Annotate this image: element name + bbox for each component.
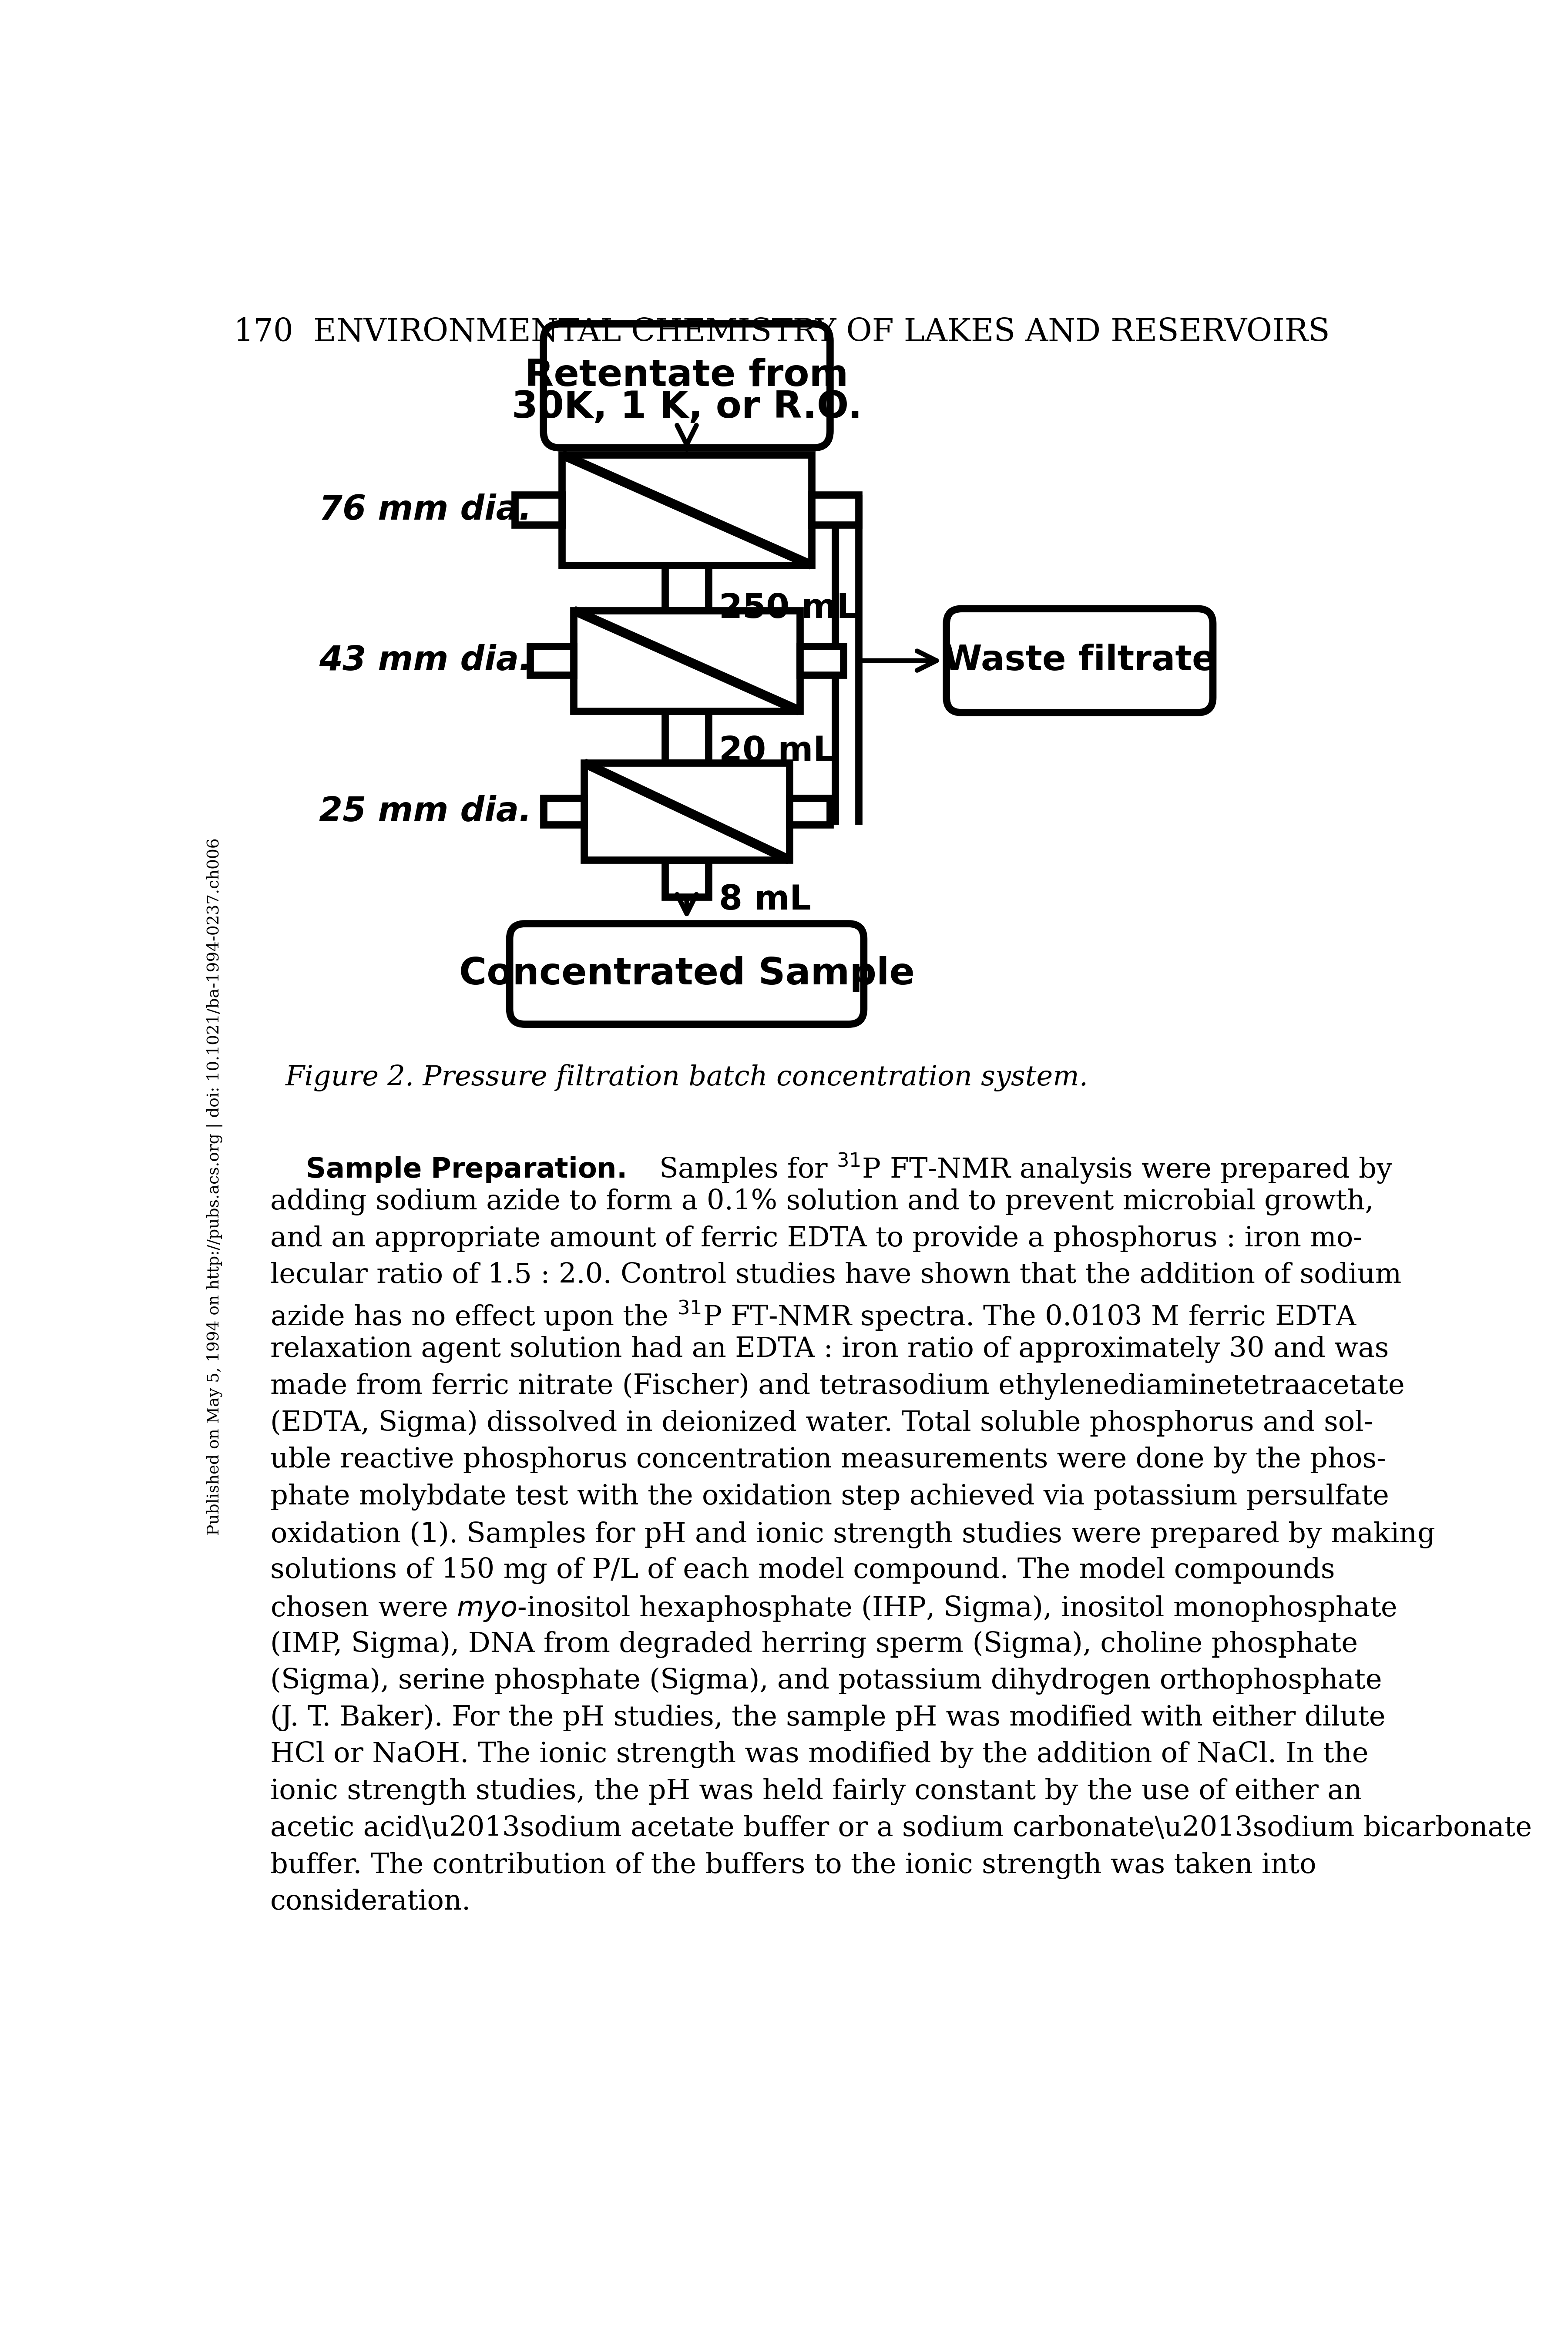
Text: consideration.: consideration. (270, 1889, 470, 1915)
Text: Figure 2. Pressure filtration batch concentration system.: Figure 2. Pressure filtration batch conc… (285, 1065, 1088, 1090)
Text: Waste filtrate: Waste filtrate (944, 644, 1215, 677)
FancyBboxPatch shape (510, 924, 864, 1025)
Text: 20 mL: 20 mL (718, 736, 834, 768)
Text: (EDTA, Sigma) dissolved in deionized water. Total soluble phosphorus and sol-: (EDTA, Sigma) dissolved in deionized wat… (270, 1410, 1374, 1436)
Text: oxidation ($\it{1}$). Samples for pH and ionic strength studies were prepared by: oxidation ($\it{1}$). Samples for pH and… (270, 1520, 1435, 1549)
Text: (Sigma), serine phosphate (Sigma), and potassium dihydrogen orthophosphate: (Sigma), serine phosphate (Sigma), and p… (270, 1668, 1381, 1694)
Text: ENVIRONMENTAL CHEMISTRY OF LAKES AND RESERVOIRS: ENVIRONMENTAL CHEMISTRY OF LAKES AND RES… (314, 317, 1330, 348)
Text: ionic strength studies, the pH was held fairly constant by the use of either an: ionic strength studies, the pH was held … (270, 1779, 1361, 1805)
Text: 30K, 1 K, or R.O.: 30K, 1 K, or R.O. (511, 390, 862, 425)
Bar (665, 860, 709, 898)
Text: 76 mm dia.: 76 mm dia. (318, 494, 532, 526)
Text: 170: 170 (234, 317, 293, 348)
FancyBboxPatch shape (544, 324, 829, 449)
Text: made from ferric nitrate (Fischer) and tetrasodium ethylenediaminetetraacetate: made from ferric nitrate (Fischer) and t… (270, 1372, 1405, 1401)
Bar (800, 646, 844, 674)
Bar (665, 712, 709, 764)
Bar (583, 764, 790, 860)
Text: acetic acid\u2013sodium acetate buffer or a sodium carbonate\u2013sodium bicarbo: acetic acid\u2013sodium acetate buffer o… (270, 1814, 1532, 1842)
Text: HCl or NaOH. The ionic strength was modified by the addition of NaCl. In the: HCl or NaOH. The ionic strength was modi… (270, 1741, 1369, 1767)
Text: lecular ratio of 1.5 : 2.0. Control studies have shown that the addition of sodi: lecular ratio of 1.5 : 2.0. Control stud… (270, 1262, 1402, 1288)
Text: (IMP, Sigma), DNA from degraded herring sperm (Sigma), choline phosphate: (IMP, Sigma), DNA from degraded herring … (270, 1631, 1358, 1659)
Bar (544, 799, 583, 825)
Text: 43 mm dia.: 43 mm dia. (318, 644, 532, 677)
Text: Concentrated Sample: Concentrated Sample (459, 956, 914, 992)
Text: and an appropriate amount of ferric EDTA to provide a phosphorus : iron mo-: and an appropriate amount of ferric EDTA… (270, 1224, 1363, 1253)
Text: Published on May 5, 1994 on http://pubs.acs.org | doi: 10.1021/ba-1994-0237.ch00: Published on May 5, 1994 on http://pubs.… (207, 839, 223, 1535)
Text: buffer. The contribution of the buffers to the ionic strength was taken into: buffer. The contribution of the buffers … (270, 1852, 1316, 1880)
Text: 25 mm dia.: 25 mm dia. (318, 794, 532, 827)
Bar (561, 454, 812, 564)
Text: Retentate from: Retentate from (525, 357, 848, 395)
Text: uble reactive phosphorus concentration measurements were done by the phos-: uble reactive phosphorus concentration m… (270, 1448, 1386, 1473)
Text: 250 mL: 250 mL (718, 592, 858, 625)
FancyBboxPatch shape (947, 609, 1214, 712)
Bar (514, 496, 561, 524)
Text: $\bf{Sample\ Preparation.}$   Samples for $^{31}$P FT-NMR analysis were prepared: $\bf{Sample\ Preparation.}$ Samples for … (270, 1152, 1392, 1184)
Text: chosen were $\it{myo}$-inositol hexaphosphate (IHP, Sigma), inositol monophospha: chosen were $\it{myo}$-inositol hexaphos… (270, 1593, 1397, 1624)
Bar (665, 564, 709, 611)
Text: (J. T. Baker). For the pH studies, the sample pH was modified with either dilute: (J. T. Baker). For the pH studies, the s… (270, 1704, 1386, 1732)
Text: azide has no effect upon the $^{31}$P FT-NMR spectra. The 0.0103 M ferric EDTA: azide has no effect upon the $^{31}$P FT… (270, 1300, 1356, 1332)
Bar (574, 611, 800, 712)
Text: adding sodium azide to form a 0.1% solution and to prevent microbial growth,: adding sodium azide to form a 0.1% solut… (270, 1189, 1374, 1215)
Text: solutions of 150 mg of P/L of each model compound. The model compounds: solutions of 150 mg of P/L of each model… (270, 1558, 1334, 1584)
Text: phate molybdate test with the oxidation step achieved via potassium persulfate: phate molybdate test with the oxidation … (270, 1483, 1389, 1511)
Bar (530, 646, 574, 674)
Bar (812, 496, 859, 524)
Bar (790, 799, 829, 825)
Text: 8 mL: 8 mL (718, 884, 811, 916)
Text: relaxation agent solution had an EDTA : iron ratio of approximately 30 and was: relaxation agent solution had an EDTA : … (270, 1335, 1389, 1363)
